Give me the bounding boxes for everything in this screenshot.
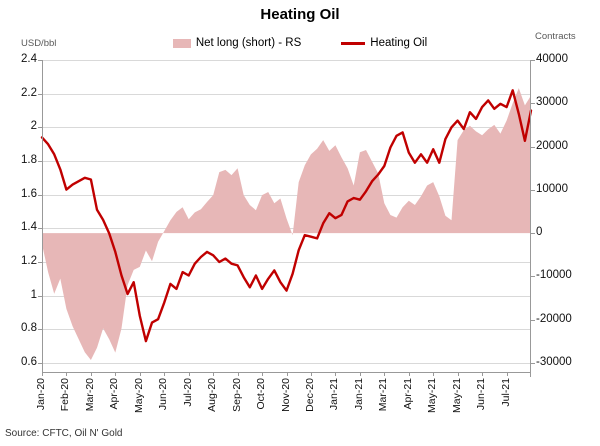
y-axis-right-tick-label: -30000	[536, 356, 572, 368]
legend-label-net-long: Net long (short) - RS	[195, 37, 302, 49]
y-axis-left-tick-label: 1.2	[21, 255, 37, 267]
x-axis-tick-label: May-20	[132, 378, 145, 414]
y-axis-left-tick-label: 1.4	[21, 221, 37, 234]
y-axis-right-tick-label: 20000	[536, 139, 568, 152]
x-axis-tick-label: Apr-21	[401, 378, 414, 410]
y-axis-left-tick-label: 2.4	[21, 53, 37, 65]
y-axis-left-tick-label: 0.6	[21, 356, 37, 368]
net-long-area	[42, 88, 531, 360]
y-axis-right-tick-label: -20000	[536, 312, 572, 325]
legend-area-swatch	[172, 38, 191, 48]
y-axis-right-tick-label: 10000	[536, 182, 568, 195]
legend-line-swatch	[341, 41, 366, 45]
x-axis-tick-label: Jan-20	[35, 378, 47, 411]
x-axis-tick-label: Jan-21	[352, 378, 365, 411]
x-axis-tick-label: Sep-20	[230, 378, 243, 412]
source-note: Source: CFTC, Oil N' Gold	[5, 428, 123, 439]
y-axis-left-tick-label: 0.8	[21, 322, 37, 335]
y-axis-left-tick-label: 1.8	[21, 154, 37, 166]
legend: Net long (short) - RS Heating Oil	[0, 37, 600, 49]
x-axis-tick-label: Jun-20	[157, 378, 170, 411]
y-axis-left-tick-label: 2.2	[21, 86, 37, 99]
y-axis-right-tick-label: -10000	[536, 269, 572, 282]
heating-oil-line	[40, 89, 533, 343]
y-axis-right-tick-label: 30000	[536, 96, 568, 109]
chart-title: Heating Oil	[260, 6, 340, 23]
x-axis-tick-label: May-21	[450, 378, 463, 414]
y-axis-left-tick-label: 2	[30, 120, 37, 133]
x-axis-tick-label: May-21	[426, 378, 439, 414]
y-axis-left-tick-label: 1	[30, 288, 37, 301]
x-axis-tick-label: Feb-20	[59, 378, 72, 412]
right-axis-caption: Contracts	[535, 31, 576, 42]
y-axis-right-tick-label: 40000	[536, 53, 568, 65]
x-axis-tick-label: Apr-20	[108, 378, 121, 410]
legend-label-heating-oil: Heating Oil	[370, 37, 428, 49]
x-axis-tick-label: Jul-21	[499, 378, 512, 407]
x-axis-tick-label: Jun-21	[475, 378, 488, 411]
x-axis-tick-label: Jan-21	[328, 378, 341, 411]
left-axis-caption: USD/bbl	[21, 38, 57, 49]
x-axis-tick-label: Dec-20	[303, 378, 316, 412]
y-axis-left-tick-label: 1.6	[21, 187, 37, 200]
x-axis-tick-label: Mar-20	[83, 378, 96, 412]
plot-area	[38, 60, 535, 377]
x-axis-tick-label: Aug-20	[206, 378, 219, 412]
y-axis-right-tick-label: 0	[536, 226, 543, 239]
x-axis-tick-label: Nov-20	[279, 378, 292, 412]
x-axis-tick-label: Oct-20	[255, 378, 268, 410]
x-axis-tick-label: Jul-20	[181, 378, 194, 407]
x-axis-tick-label: Mar-21	[377, 378, 390, 412]
